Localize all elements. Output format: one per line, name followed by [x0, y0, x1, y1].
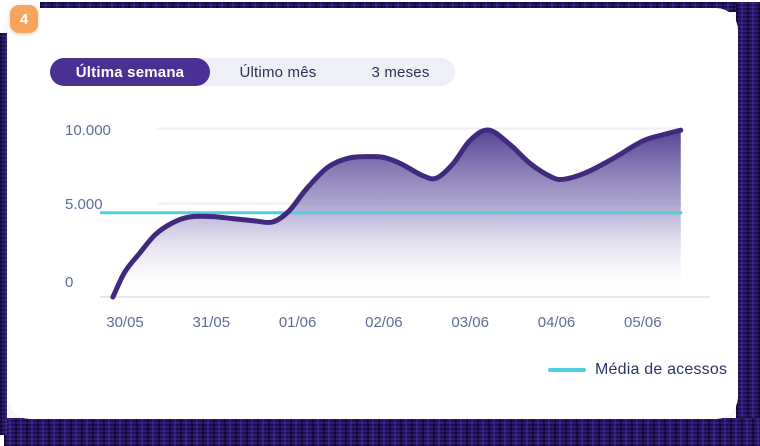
x-axis-tick-label: 30/05 — [106, 314, 144, 331]
tab-3-meses[interactable]: 3 meses — [346, 58, 455, 86]
average-line-swatch — [548, 368, 586, 372]
x-axis-tick-label: 01/06 — [278, 314, 317, 331]
tab-label: Última semana — [75, 63, 185, 81]
right-edge-decoration — [736, 2, 760, 446]
x-axis-tick-label: 31/05 — [192, 314, 231, 331]
y-axis-tick-5000: 5.000 — [65, 196, 103, 213]
y-axis-tick-10000: 10.000 — [65, 122, 111, 139]
tab-label: Último mês — [239, 63, 317, 81]
tab-ultima-semana[interactable]: Última semana — [50, 58, 210, 86]
left-edge-decoration — [0, 33, 7, 435]
tab-ultimo-mes[interactable]: Último mês — [210, 58, 346, 86]
tab-label: 3 meses — [371, 63, 430, 81]
chart-card: Última semana Último mês 3 meses 10.000 … — [8, 8, 738, 419]
top-edge-decoration — [40, 2, 760, 12]
series-line — [110, 127, 684, 300]
x-axis-tick-label: 02/06 — [365, 314, 403, 331]
step-number-badge: 4 — [10, 5, 38, 33]
time-range-tab-group: Última semana Último mês 3 meses — [50, 58, 455, 86]
y-axis-tick-0: 0 — [65, 274, 74, 291]
area-chart-canvas — [98, 127, 710, 300]
x-axis: 30/05 31/05 01/06 02/06 03/06 04/06 05/06 — [8, 314, 738, 334]
area-chart — [98, 115, 720, 310]
bottom-edge-decoration — [4, 418, 760, 446]
legend-average: Média de acessos — [548, 360, 727, 380]
x-axis-tick-label: 04/06 — [537, 314, 576, 331]
x-axis-tick-label: 03/06 — [451, 314, 489, 331]
legend-label: Média de acessos — [595, 361, 728, 378]
x-axis-tick-label: 05/06 — [624, 314, 662, 331]
